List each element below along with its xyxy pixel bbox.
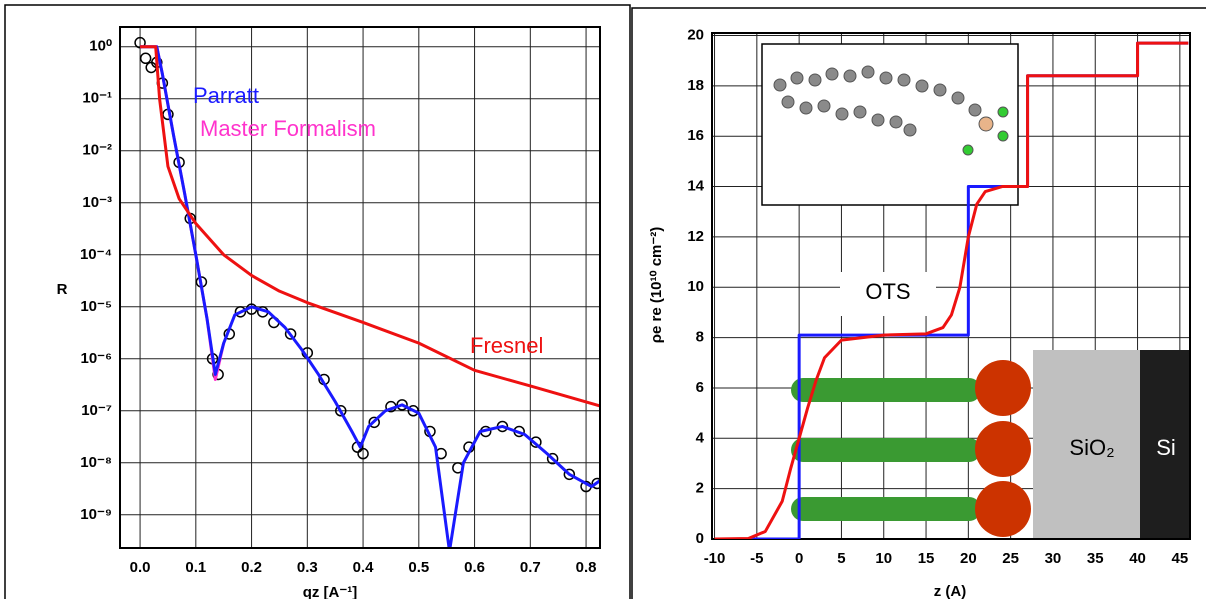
plot-frame [711,32,1191,540]
x-tick-label: 0.4 [353,559,375,576]
y-tick-label: 2 [696,480,704,497]
data-point [134,36,146,49]
x-tick-label: -10 [704,550,726,567]
x-tick-label: 0.0 [130,559,151,576]
annotation: OTS [865,279,910,304]
x-tick-label: 0.6 [464,559,485,576]
panel-frame [4,4,631,604]
data-point [546,452,559,465]
annotation: SiO₂ [1069,435,1114,460]
y-tick-label: 10⁻⁶ [80,350,112,367]
x-tick-label: 0.3 [297,559,318,576]
y-tick-label: 4 [696,429,705,446]
x-tick-label: 0.7 [520,559,541,576]
annotation-bg [840,272,936,316]
x-tick-label: 15 [918,550,935,567]
plot-frame [119,26,601,549]
y-axis-label: R [57,281,68,298]
x-tick-label: 0.2 [241,559,262,576]
x-tick-label: 35 [1087,550,1104,567]
data-point [591,477,600,490]
legend-entry: Master Formalism [200,116,376,141]
y-tick-label: 10⁰ [89,38,112,55]
y-tick-label: 12 [687,228,704,245]
y-tick-label: 10⁻⁷ [81,402,112,419]
y-tick-label: 14 [687,178,704,195]
data-point [234,306,247,318]
x-tick-label: 45 [1172,550,1189,567]
series-line [140,45,600,408]
x-tick-label: 10 [875,550,892,567]
plot-area [714,41,1189,539]
data-point [603,469,613,479]
y-tick-label: 16 [687,127,704,144]
y-tick-label: 10⁻⁵ [80,298,112,315]
x-tick-label: 25 [1002,550,1019,567]
data-point [357,447,369,460]
chains [791,378,981,521]
data-point [563,468,576,481]
molecule [773,65,1009,156]
y-tick-label: 10⁻⁹ [80,506,112,523]
y-tick-label: 10⁻⁸ [80,454,112,471]
y-tick-label: 10⁻⁴ [80,246,112,263]
x-axis-label: qz [A⁻¹] [303,584,358,599]
y-tick-label: 10 [687,278,704,295]
sio2-layer [1033,350,1140,540]
grid [120,27,600,548]
y-tick-label: 10⁻³ [82,194,112,211]
annotation: Si [1156,435,1176,460]
data-point [407,405,419,417]
y-tick-label: 20 [687,26,704,43]
data-point [396,399,408,411]
y-tick-label: 18 [687,77,704,94]
x-tick-label: 5 [837,550,845,567]
x-axis-label: z (A) [934,583,967,599]
series-line [714,41,1189,539]
legend-entry: Fresnel [470,333,543,358]
schematic [761,43,1190,540]
data-point [368,416,380,429]
data-point [284,328,297,340]
x-tick-label: 20 [960,550,977,567]
si-layer [1140,350,1190,540]
y-axis-label: ρe re (10¹⁰ cm⁻²) [648,227,665,344]
y-tick-label: 10⁻² [82,142,112,159]
head-groups [975,360,1031,537]
plot-area [134,36,613,548]
y-tick-label: 0 [696,530,704,547]
x-tick-label: 0 [795,550,803,567]
x-tick-label: 40 [1129,550,1146,567]
x-tick-label: 0.8 [576,559,597,576]
data-point [335,405,347,417]
data-point [530,436,542,448]
y-tick-label: 8 [696,329,704,346]
y-tick-label: 6 [696,379,704,396]
panel-frame [631,7,1206,604]
y-tick-label: 10⁻¹ [82,90,112,107]
x-tick-label: 0.1 [185,559,206,576]
x-tick-label: 0.5 [408,559,429,576]
data-point [139,52,152,65]
series-line [140,45,600,548]
x-tick-label: 30 [1045,550,1062,567]
x-tick-label: -5 [750,550,763,567]
legend-entry: Parratt [193,83,259,108]
